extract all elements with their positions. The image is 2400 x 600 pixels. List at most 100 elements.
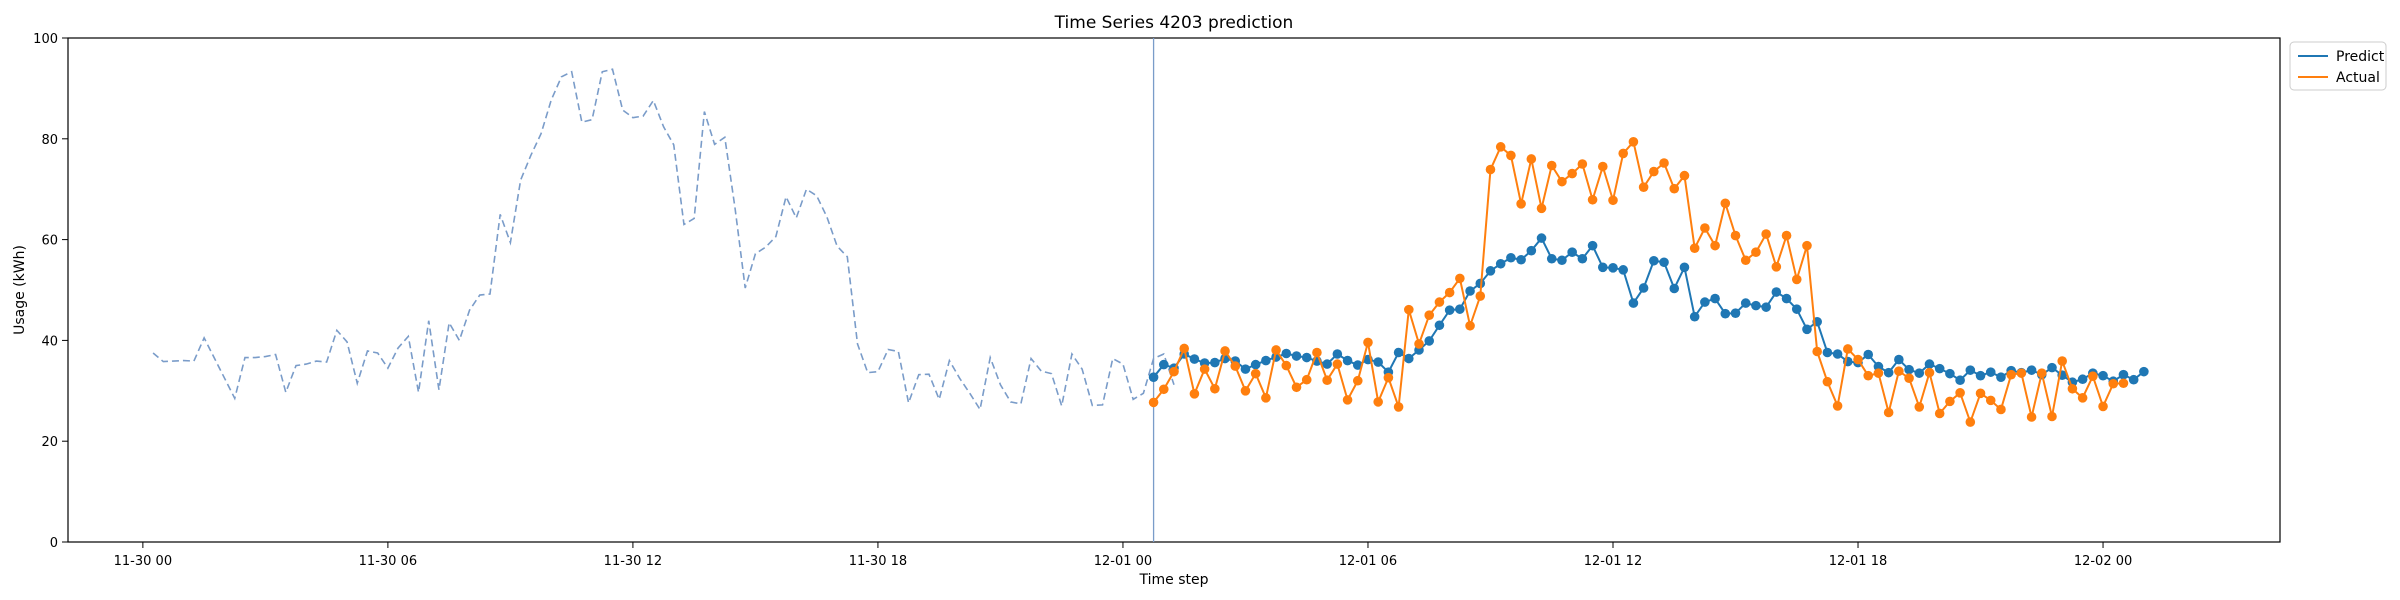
predict-point bbox=[1424, 336, 1435, 346]
actual-point bbox=[1791, 274, 1802, 285]
actual-point bbox=[1914, 402, 1925, 412]
predict-point bbox=[2077, 374, 2088, 385]
predict-point bbox=[1649, 255, 1659, 266]
predict-point bbox=[1985, 367, 1996, 377]
actual-point bbox=[1597, 161, 1608, 172]
predict-point bbox=[1669, 283, 1680, 294]
actual-point bbox=[1179, 343, 1190, 354]
predict-point bbox=[1475, 278, 1486, 289]
predict-point bbox=[1934, 363, 1945, 374]
actual-point bbox=[1557, 176, 1567, 187]
actual-point bbox=[2026, 412, 2037, 422]
predict-point bbox=[1516, 254, 1526, 265]
actual-point bbox=[2108, 378, 2119, 389]
actual-point bbox=[1546, 160, 1557, 171]
y-tick-label: 60 bbox=[41, 234, 58, 249]
actual-point bbox=[1802, 240, 1812, 251]
actual-point bbox=[2057, 356, 2067, 366]
predict-point bbox=[1700, 297, 1710, 307]
actual-point bbox=[1894, 366, 1904, 376]
actual-point bbox=[1475, 291, 1486, 301]
actual-point bbox=[2047, 411, 2057, 422]
actual-point bbox=[2098, 401, 2108, 412]
actual-point bbox=[1985, 395, 1996, 406]
actual-point bbox=[1352, 375, 1363, 386]
actual-point bbox=[1730, 230, 1741, 241]
actual-point bbox=[1485, 164, 1496, 175]
legend-predict-label: Predict bbox=[2336, 49, 2385, 65]
actual-point bbox=[1761, 229, 1771, 239]
actual-point bbox=[1332, 359, 1343, 369]
predict-point bbox=[1189, 354, 1200, 364]
actual-point bbox=[1873, 368, 1884, 378]
actual-point bbox=[1444, 287, 1455, 298]
actual-point bbox=[1904, 373, 1914, 384]
predict-point bbox=[1485, 266, 1496, 276]
actual-point bbox=[1506, 150, 1516, 161]
x-tick-label: 12-01 06 bbox=[1339, 554, 1397, 569]
actual-point bbox=[2118, 378, 2129, 389]
actual-point bbox=[2067, 383, 2078, 394]
actual-point bbox=[1465, 320, 1475, 331]
actual-point bbox=[1404, 304, 1414, 315]
actual-point bbox=[1638, 182, 1649, 192]
actual-point bbox=[2036, 368, 2047, 378]
actual-point bbox=[1669, 183, 1680, 194]
predict-point bbox=[1332, 349, 1343, 359]
actual-point bbox=[1700, 223, 1710, 233]
actual-point bbox=[1240, 386, 1251, 396]
predict-point bbox=[1720, 308, 1731, 319]
actual-point bbox=[1220, 346, 1230, 356]
predict-point bbox=[1638, 283, 1649, 293]
x-axis: 11-30 00 11-30 06 11-30 12 11-30 18 12-01 00… bbox=[114, 542, 2132, 569]
predict-point bbox=[1802, 324, 1812, 335]
actual-point bbox=[1271, 345, 1281, 355]
actual-point bbox=[1751, 247, 1761, 257]
predict-point bbox=[2026, 365, 2037, 375]
predict-point bbox=[2139, 366, 2149, 377]
predict-point bbox=[1597, 262, 1608, 273]
actual-point bbox=[1883, 407, 1894, 418]
actual-point bbox=[1965, 417, 1976, 427]
predict-point bbox=[1883, 367, 1894, 378]
predict-point bbox=[1536, 233, 1547, 243]
predict-point bbox=[2098, 370, 2108, 381]
predict-point bbox=[2118, 369, 2129, 380]
predict-point bbox=[1546, 253, 1557, 264]
predict-series-line bbox=[1152, 236, 2145, 384]
actual-point bbox=[1250, 368, 1261, 379]
actual-point bbox=[1169, 366, 1179, 377]
actual-point bbox=[1659, 158, 1669, 168]
predict-point bbox=[1945, 368, 1955, 379]
predict-point bbox=[1210, 357, 1220, 368]
predict-point bbox=[1832, 349, 1843, 359]
y-tick-label: 40 bbox=[41, 334, 58, 349]
actual-point bbox=[1843, 344, 1853, 354]
x-tick-label: 11-30 12 bbox=[604, 554, 662, 569]
actual-point bbox=[1649, 166, 1659, 177]
predict-point bbox=[2047, 362, 2057, 373]
predict-point bbox=[1291, 351, 1302, 361]
series-layer bbox=[152, 68, 2149, 427]
actual-point bbox=[1996, 404, 2006, 415]
predict-point bbox=[1822, 347, 1833, 358]
actual-point bbox=[1536, 203, 1547, 214]
actual-point bbox=[1373, 397, 1383, 407]
actual-point bbox=[1455, 273, 1465, 284]
predict-point bbox=[1495, 258, 1506, 269]
actual-point bbox=[1301, 374, 1312, 385]
predict-point bbox=[1404, 353, 1414, 364]
predict-point bbox=[1587, 240, 1598, 251]
predict-point bbox=[1608, 263, 1618, 273]
actual-point bbox=[2088, 371, 2098, 381]
actual-point bbox=[1781, 230, 1792, 241]
actual-point bbox=[1383, 372, 1394, 383]
predict-point bbox=[1659, 257, 1669, 268]
predict-point bbox=[1618, 265, 1629, 275]
y-axis-label: Usage (kWh) bbox=[12, 245, 28, 335]
x-tick-label: 11-30 06 bbox=[359, 554, 417, 569]
actual-point bbox=[1199, 364, 1210, 374]
predict-point bbox=[1965, 365, 1976, 375]
